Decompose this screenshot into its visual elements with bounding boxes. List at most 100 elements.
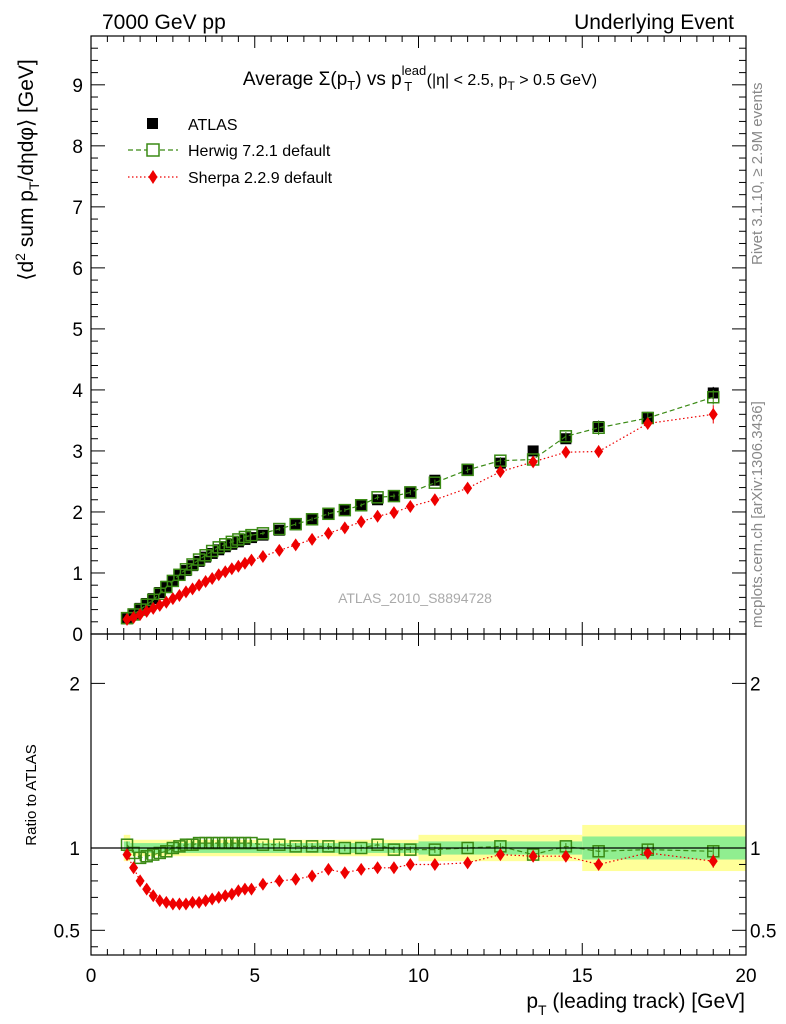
header-left: 7000 GeV pp	[102, 11, 226, 34]
main-point	[192, 553, 206, 566]
rivet-label: Rivet 3.1.10, ≥ 2.9M events	[749, 83, 766, 266]
ratio-point	[404, 843, 417, 856]
ratio-point	[201, 894, 211, 908]
ratio-point	[161, 895, 171, 909]
ratio-point	[428, 843, 442, 856]
main-point	[495, 465, 505, 479]
main-point	[389, 506, 399, 520]
y-tick-label: 1	[72, 564, 83, 585]
main-point	[274, 543, 284, 557]
ratio-series-1	[122, 846, 718, 911]
y-tick-label: 5	[72, 320, 83, 341]
ratio-y-tick-label: 2	[69, 674, 80, 695]
main-point	[291, 538, 301, 552]
main-point	[428, 476, 442, 489]
main-point	[430, 493, 440, 507]
legend-label-atlas: ATLAS	[188, 117, 238, 134]
ratio-point	[291, 872, 301, 886]
ratio-point	[207, 892, 217, 906]
ratio-y-tick-label-right: 0.5	[750, 921, 776, 942]
main-point	[212, 541, 225, 554]
legend-label-herwig: Herwig 7.2.1 default	[188, 143, 331, 160]
main-point	[404, 486, 417, 499]
ratio-point	[186, 838, 199, 851]
x-axis-label: pT (leading track) [GeV]	[526, 990, 745, 1018]
ratio-point	[148, 889, 158, 903]
ratio-point	[592, 845, 605, 858]
ratio-point	[135, 874, 145, 888]
ratio-point	[528, 849, 538, 863]
main-point	[527, 445, 539, 457]
ratio-point	[561, 849, 571, 863]
main-point	[289, 517, 302, 531]
ratio-point	[643, 846, 653, 860]
main-point	[213, 544, 225, 556]
main-point	[200, 551, 212, 563]
main-point	[232, 533, 245, 546]
header-right: Underlying Event	[574, 11, 734, 34]
y-tick-label: 6	[72, 259, 83, 280]
main-point	[405, 499, 415, 513]
x-tick-label: 0	[86, 966, 97, 987]
ratio-point	[258, 877, 268, 891]
main-point	[559, 430, 573, 443]
main-point	[340, 521, 350, 535]
ratio-point	[708, 854, 718, 868]
main-point	[246, 553, 256, 567]
ratio-point	[246, 882, 256, 896]
main-point	[356, 515, 366, 529]
main-point	[273, 522, 286, 536]
ratio-point	[289, 840, 302, 853]
y-tick-label: 4	[72, 381, 83, 402]
ratio-point	[188, 895, 198, 909]
ratio-y-tick-label: 0.5	[54, 921, 80, 942]
ratio-point	[273, 838, 286, 851]
ratio-point	[146, 848, 160, 861]
ratio-point	[240, 882, 250, 896]
main-point	[219, 541, 231, 553]
ratio-point	[173, 840, 186, 853]
ratio-point	[387, 843, 401, 856]
plot-title: Average Σ(pT) vs plead T (|η| < 2.5, pT >…	[243, 63, 597, 94]
main-series-line	[126, 396, 714, 619]
ratio-y-axis-label: Ratio to ATLAS	[23, 744, 40, 845]
ratio-point	[220, 889, 230, 903]
analysis-label: ATLAS_2010_S8894728	[338, 590, 492, 606]
ratio-point	[371, 838, 384, 851]
main-point	[239, 533, 251, 545]
main-point	[338, 503, 352, 517]
ratio-point	[274, 874, 284, 888]
ratio-point	[168, 897, 178, 911]
ratio-point	[463, 856, 473, 870]
main-point	[258, 550, 268, 564]
main-point	[373, 509, 383, 523]
mcplots-label: mcplots.cern.ch [arXiv:1306.3436]	[749, 401, 766, 628]
y-tick-label: 7	[72, 198, 83, 219]
main-point	[199, 549, 212, 562]
main-series-2	[122, 405, 718, 626]
plot-frames	[90, 35, 747, 956]
ratio-point	[179, 838, 193, 851]
legend-marker-atlas	[147, 118, 158, 129]
main-point	[194, 578, 204, 592]
main-point	[232, 536, 244, 548]
ratio-point	[181, 897, 191, 911]
ratio-point	[405, 857, 415, 871]
ratio-point	[142, 882, 152, 896]
ratio-point	[160, 845, 173, 858]
ratio-point	[323, 862, 333, 876]
main-point	[225, 535, 239, 549]
legend-label-sherpa: Sherpa 2.2.9 default	[188, 170, 333, 187]
ratio-point	[340, 866, 350, 880]
main-series-1	[120, 389, 720, 625]
main-point	[371, 491, 384, 504]
x-tick-label: 15	[572, 966, 593, 987]
main-point	[205, 544, 219, 558]
legend-marker-herwig	[146, 143, 160, 157]
ratio-point	[122, 848, 132, 862]
main-point	[528, 455, 538, 469]
main-point	[323, 526, 333, 540]
y-tick-label: 0	[72, 625, 83, 646]
main-point	[461, 463, 474, 477]
